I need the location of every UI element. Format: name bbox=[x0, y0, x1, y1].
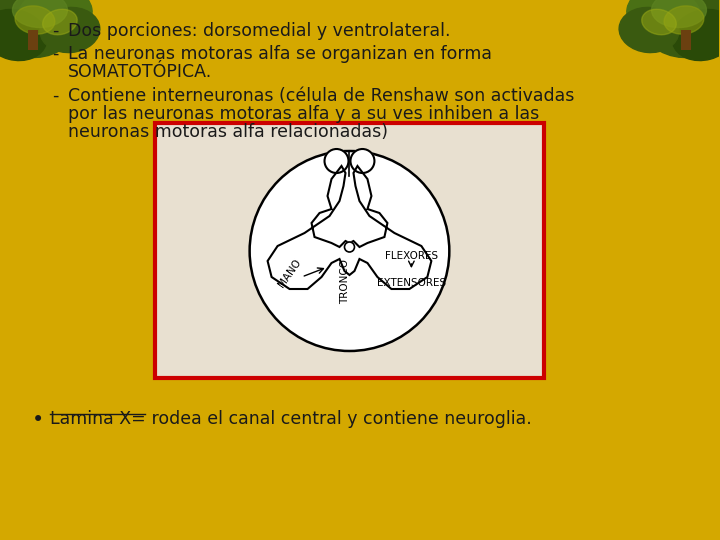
Ellipse shape bbox=[619, 8, 679, 52]
Ellipse shape bbox=[0, 9, 47, 60]
Text: SOMATOTÓPICA.: SOMATOTÓPICA. bbox=[68, 63, 212, 81]
Circle shape bbox=[344, 242, 354, 252]
Ellipse shape bbox=[42, 9, 77, 35]
Circle shape bbox=[250, 151, 449, 351]
Bar bbox=[155, 123, 544, 378]
FancyBboxPatch shape bbox=[681, 30, 691, 50]
Text: MANO: MANO bbox=[276, 257, 303, 289]
Ellipse shape bbox=[664, 6, 704, 34]
Ellipse shape bbox=[0, 0, 75, 58]
Text: -: - bbox=[52, 22, 58, 40]
Polygon shape bbox=[268, 166, 431, 289]
Ellipse shape bbox=[652, 0, 706, 28]
FancyBboxPatch shape bbox=[28, 30, 38, 50]
Ellipse shape bbox=[40, 8, 100, 52]
Text: -: - bbox=[52, 45, 58, 63]
Ellipse shape bbox=[15, 6, 55, 34]
Circle shape bbox=[325, 149, 348, 173]
Text: TRONCO: TRONCO bbox=[341, 259, 351, 303]
Text: por las neuronas motoras alfa y a su ves inhiben a las: por las neuronas motoras alfa y a su ves… bbox=[68, 105, 539, 123]
Ellipse shape bbox=[627, 0, 701, 43]
Ellipse shape bbox=[642, 9, 676, 35]
Text: •: • bbox=[32, 410, 44, 430]
Text: -: - bbox=[52, 87, 58, 105]
Ellipse shape bbox=[12, 0, 68, 28]
Circle shape bbox=[351, 149, 374, 173]
Text: Dos porciones: dorsomedial y ventrolateral.: Dos porciones: dorsomedial y ventrolater… bbox=[68, 22, 451, 40]
Ellipse shape bbox=[672, 9, 720, 60]
Text: rodea el canal central y contiene neuroglia.: rodea el canal central y contiene neurog… bbox=[145, 410, 531, 428]
Ellipse shape bbox=[18, 0, 92, 43]
Text: La neuronas motoras alfa se organizan en forma: La neuronas motoras alfa se organizan en… bbox=[68, 45, 492, 63]
Text: Lamina X=: Lamina X= bbox=[50, 410, 145, 428]
Text: neuronas motoras alfa relacionadas): neuronas motoras alfa relacionadas) bbox=[68, 123, 388, 141]
Text: Contiene interneuronas (célula de Renshaw son activadas: Contiene interneuronas (célula de Rensha… bbox=[68, 87, 575, 105]
Ellipse shape bbox=[644, 0, 720, 58]
Text: EXTENSORES: EXTENSORES bbox=[377, 278, 446, 288]
Text: FLEXORES: FLEXORES bbox=[384, 251, 438, 261]
